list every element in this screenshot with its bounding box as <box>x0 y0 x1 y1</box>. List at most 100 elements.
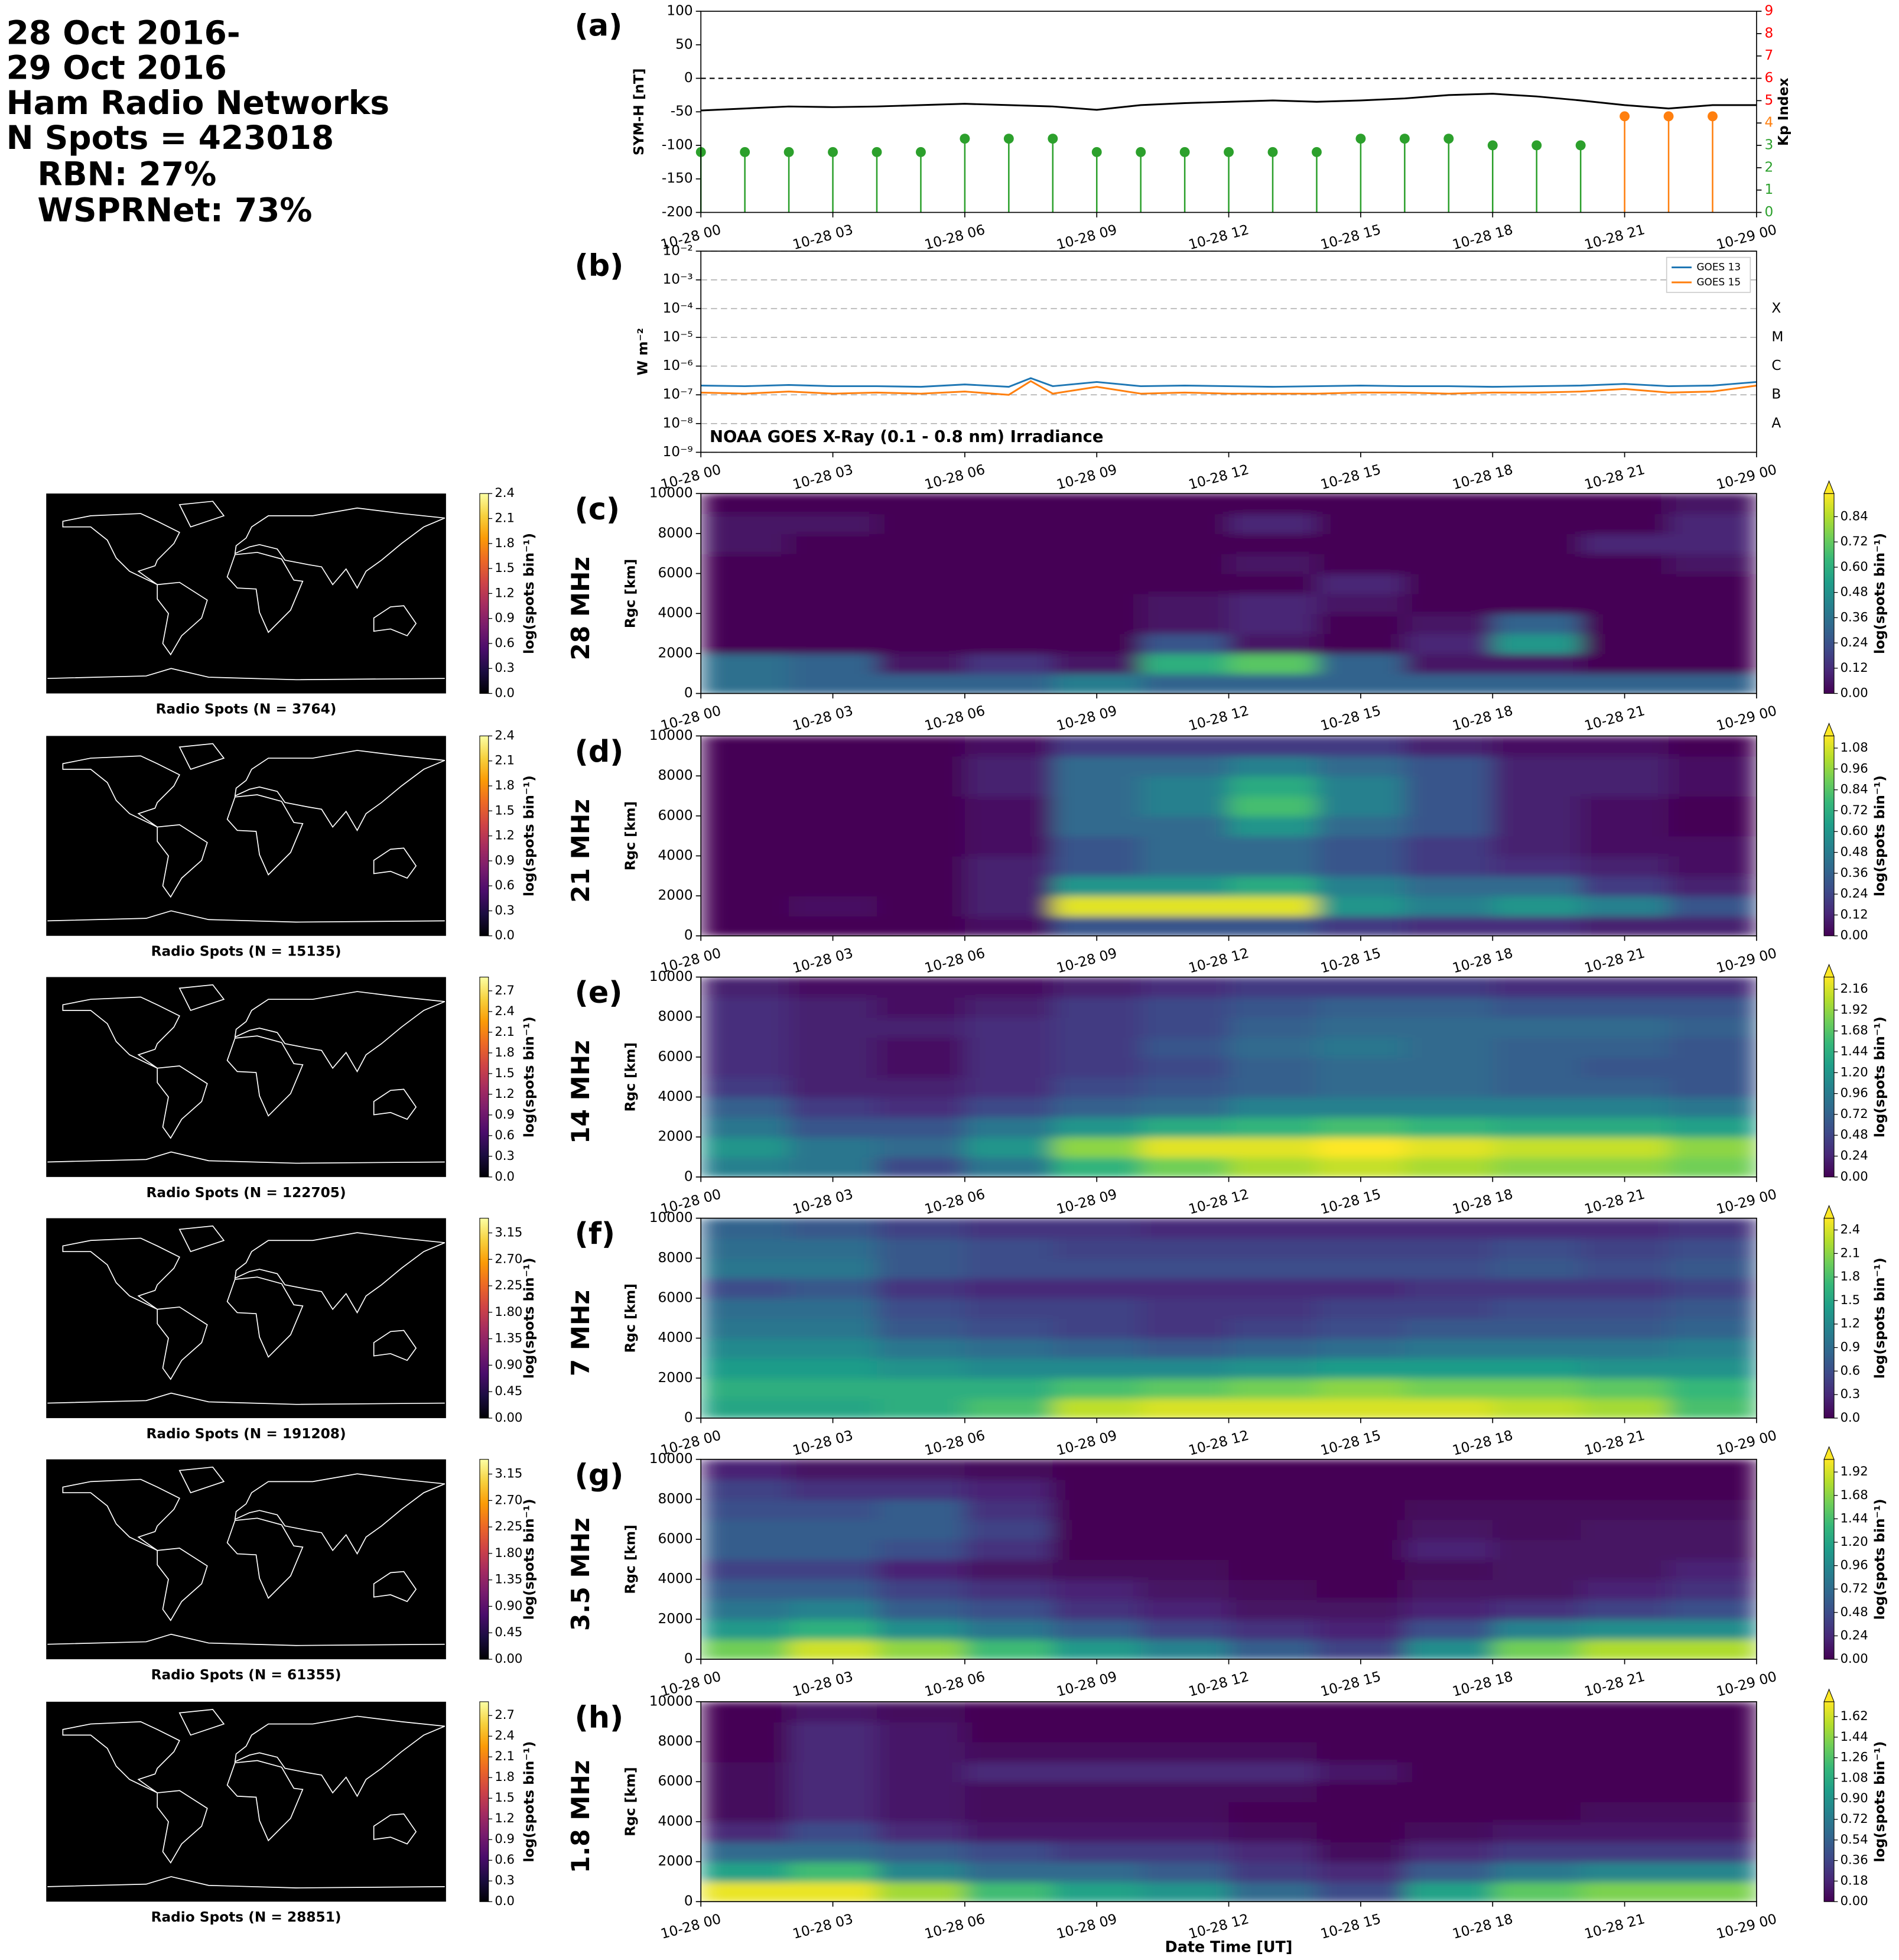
heatmap-cell <box>964 896 1053 916</box>
heatmap-cell <box>701 1338 790 1359</box>
heatmap-cell <box>789 1037 878 1058</box>
heatmap-cell <box>1140 633 1230 654</box>
y-tick-label: 8000 <box>658 1733 693 1749</box>
heatmap-cell <box>964 1861 1053 1883</box>
heatmap-cell <box>1581 1338 1670 1359</box>
heatmap-cell <box>1669 1721 1757 1743</box>
heatmap-cell <box>789 1841 878 1863</box>
heatmap-cell <box>701 836 790 857</box>
colorbar-extend <box>1823 1446 1835 1460</box>
heatmap-cell <box>1140 896 1230 916</box>
heatmap-cell <box>1140 1459 1230 1480</box>
heatmap-cell <box>1316 1137 1406 1158</box>
heatmap-cell <box>964 533 1053 554</box>
heatmap-cell <box>1052 493 1142 515</box>
heatmap-cell <box>1140 673 1230 694</box>
heatmap-cell <box>1228 1037 1318 1058</box>
heatmap-cell <box>701 1037 790 1058</box>
heatmap-cell <box>1581 997 1670 1018</box>
heatmap-cell <box>701 1097 790 1118</box>
y-tick-label: 0 <box>684 70 693 86</box>
heatmap-cell <box>877 1117 965 1138</box>
colorbar-tick-label: 1.62 <box>1841 1708 1868 1723</box>
heatmap-cell <box>701 896 790 916</box>
heatmap-cell <box>877 856 965 877</box>
heatmap-cell <box>1404 1761 1494 1783</box>
heatmap-blur <box>701 1459 1757 1660</box>
y-tick-label: 2 <box>1764 159 1773 175</box>
colorbar-tick-label: 1.80 <box>495 1545 522 1560</box>
heatmap-cell <box>701 633 790 654</box>
heatmap-cell <box>789 553 878 574</box>
heatmap-cell <box>789 1761 878 1783</box>
heatmap-cell <box>1581 513 1670 534</box>
heatmap-cell <box>1052 1157 1142 1177</box>
heatmap-cell <box>701 1579 790 1600</box>
heatmap-cell <box>1581 856 1670 877</box>
heatmap-cell <box>701 1137 790 1158</box>
heatmap-cell <box>1228 1017 1318 1038</box>
heatmap-cell <box>1140 1761 1230 1783</box>
band-label: 1.8 MHz <box>566 1760 595 1874</box>
heatmap-cell <box>1228 613 1318 635</box>
heatmap-cell <box>1052 776 1142 797</box>
heatmap-cell <box>1669 653 1757 674</box>
heatmap-cell <box>1581 1479 1670 1500</box>
heatmap-cell <box>1492 1761 1582 1783</box>
band-label: 3.5 MHz <box>566 1517 595 1631</box>
heatmap-cell <box>1669 856 1757 877</box>
heatmap-cells <box>701 1218 1757 1418</box>
panel-label: (c) <box>575 492 620 526</box>
colorbar-label: log(spots bin⁻¹) <box>1872 1257 1888 1379</box>
heatmap-cell <box>789 1318 878 1339</box>
heatmap-cell <box>1052 1479 1142 1500</box>
heatmap-cell <box>1140 1639 1230 1660</box>
colorbar-tick-label: 0.96 <box>1841 1558 1868 1572</box>
colorbar-tick-label: 1.92 <box>1841 1002 1868 1016</box>
heatmap-cell <box>1492 593 1582 615</box>
heatmap-cell <box>964 1097 1053 1118</box>
heatmap-cell <box>1581 1861 1670 1883</box>
header-line: WSPRNet: 73% <box>37 191 312 229</box>
heatmap-cell <box>1581 573 1670 594</box>
heatmap-cell <box>1052 1298 1142 1319</box>
heatmap-cell <box>877 977 965 998</box>
header-line: Ham Radio Networks <box>6 84 390 122</box>
band-label: 7 MHz <box>566 1290 595 1376</box>
heatmap-cell <box>964 1398 1053 1418</box>
heatmap-cell <box>1316 836 1406 857</box>
heatmap-cell <box>1316 1097 1406 1118</box>
heatmap-cell <box>701 1499 790 1520</box>
heatmap-cell <box>1052 533 1142 554</box>
heatmap-cell <box>1316 1378 1406 1399</box>
heatmap-blur <box>701 493 1757 694</box>
heatmap-cell <box>1669 795 1757 817</box>
heatmap-cell <box>877 1579 965 1600</box>
heatmap-cell <box>1669 997 1757 1018</box>
colorbar-tick-label: 0.36 <box>1841 1852 1868 1867</box>
colorbar-tick-label: 1.5 <box>495 1065 515 1080</box>
heatmap-cell <box>1140 1499 1230 1520</box>
y-tick-label: 10000 <box>649 727 693 743</box>
stem-marker <box>1355 134 1366 144</box>
y-tick-label: 6000 <box>658 1531 693 1547</box>
heatmap-cell <box>1669 1278 1757 1299</box>
coastlines <box>47 500 446 681</box>
heatmap-cell <box>1052 1499 1142 1520</box>
heatmap-cell <box>1404 1741 1494 1763</box>
y-tick-label: 4000 <box>658 847 693 863</box>
heatmap-cell <box>1404 1479 1494 1500</box>
heatmap-cell <box>1581 1157 1670 1177</box>
heatmap-cell <box>1492 997 1582 1018</box>
heatmap-cell <box>1316 915 1406 936</box>
heatmap-cell <box>1492 1499 1582 1520</box>
y-tick-label: -50 <box>671 103 693 119</box>
colorbar-tick-label: 0.48 <box>1841 1604 1868 1619</box>
heatmap-cell <box>1316 1861 1406 1883</box>
heatmap-cell <box>1492 1057 1582 1078</box>
heatmap-cell <box>1228 493 1318 515</box>
heatmap-cell <box>1492 1639 1582 1660</box>
heatmap-cell <box>1669 756 1757 777</box>
heatmap-cell <box>789 573 878 594</box>
colorbar <box>479 1701 489 1902</box>
